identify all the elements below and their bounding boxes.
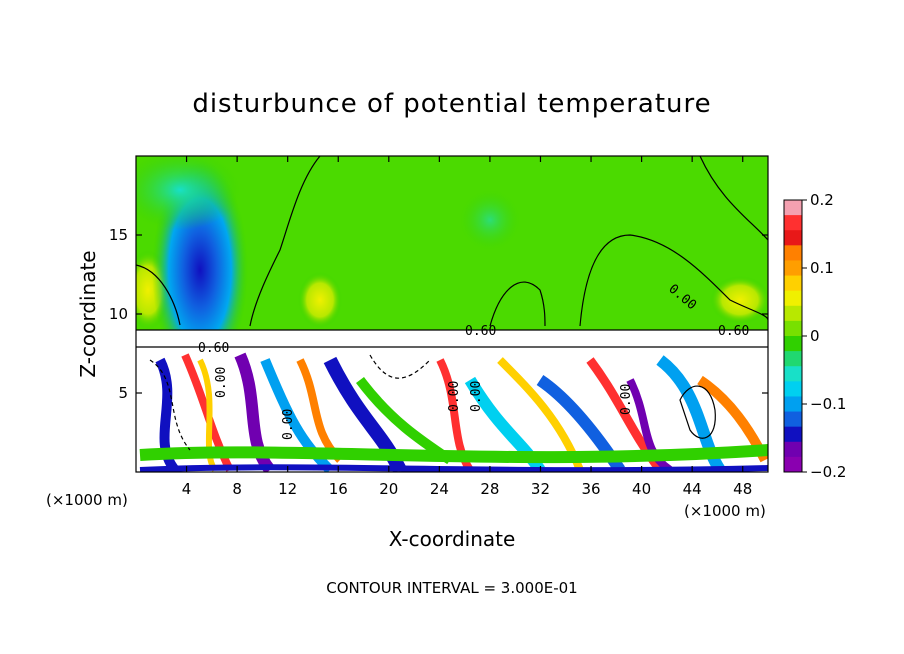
x-tick-label-0: 4 — [182, 480, 192, 498]
contour-label-7: 0.00 — [214, 367, 229, 398]
y-tick-label-0: 5 — [118, 384, 128, 402]
colorbar-tick-label-1: 0.1 — [810, 259, 834, 277]
colorbar-swatch-5 — [784, 275, 802, 292]
colorbar-tick-label-0: 0.2 — [810, 191, 834, 209]
x-axis-label: X-coordinate — [389, 527, 516, 551]
colorbar-swatch-9 — [784, 336, 802, 352]
x-tick-label-9: 40 — [632, 480, 651, 498]
x-tick-label-4: 20 — [379, 480, 398, 498]
colorbar-swatch-6 — [784, 290, 802, 307]
y-tick-label-1: 10 — [109, 305, 128, 323]
colorbar — [783, 199, 803, 473]
contour-label-4: 0.00 — [447, 381, 462, 412]
colorbar-swatch-7 — [784, 305, 802, 322]
colorbar-swatch-0 — [784, 200, 802, 216]
x-tick-label-1: 8 — [232, 480, 242, 498]
warm-anomaly-center — [298, 272, 342, 328]
x-tick-label-5: 24 — [430, 480, 449, 498]
x-tick-label-8: 36 — [581, 480, 600, 498]
colorbar-swatch-16 — [784, 441, 802, 458]
contour-zero-right-lobe — [579, 234, 768, 327]
x-tick-label-10: 44 — [683, 480, 702, 498]
colorbar-tick-label-4: −0.2 — [810, 463, 846, 481]
colorbar-tick-label-2: 0 — [810, 327, 820, 345]
contour-label-6: 0.00 — [619, 384, 634, 415]
contour-lower-2 — [369, 354, 431, 379]
contour-zero-right-hump — [489, 281, 546, 327]
cool-anomaly-mid — [460, 190, 520, 250]
colorbar-swatch-15 — [784, 426, 802, 443]
x-tick-label-11: 48 — [733, 480, 752, 498]
colorbar-swatch-13 — [784, 396, 802, 413]
contour-label-0: 0.60 — [465, 324, 496, 339]
x-tick-label-2: 12 — [278, 480, 297, 498]
colorbar-swatch-4 — [784, 260, 802, 277]
x-unit-right: (×1000 m) — [684, 502, 766, 520]
colorbar-swatch-1 — [784, 215, 802, 231]
contour-lower-1 — [149, 359, 191, 451]
colorbar-swatch-11 — [784, 366, 802, 382]
contour-label-1: 0.60 — [718, 324, 749, 339]
colorbar-swatch-12 — [784, 381, 802, 397]
contour-interval-note: CONTOUR INTERVAL = 3.000E-01 — [326, 579, 577, 597]
y-axis-ticks: 5 10 15 — [109, 226, 768, 402]
colorbar-swatch-3 — [784, 245, 802, 261]
contour-label-3: 0.00 — [281, 409, 296, 440]
contour-zero-main — [249, 156, 321, 327]
colorbar-swatch-8 — [784, 320, 802, 337]
x-unit-left: (×1000 m) — [46, 491, 128, 509]
y-axis-label: Z-coordinate — [76, 250, 100, 377]
colorbar-swatch-14 — [784, 411, 802, 428]
x-tick-label-3: 16 — [329, 480, 348, 498]
colorbar-ticks: 0.2 0.1 0 −0.1 −0.2 — [802, 191, 846, 481]
cool-anomaly-top — [136, 156, 240, 230]
colorbar-tick-label-3: −0.1 — [810, 395, 846, 413]
turbulent-layer — [139, 352, 768, 472]
warm-anomaly-right — [710, 276, 768, 324]
contour-lower-3 — [679, 385, 716, 439]
contour-zero-top-right — [699, 156, 768, 241]
white-band — [136, 330, 768, 350]
contour-zero-left — [136, 264, 181, 326]
x-tick-label-7: 32 — [531, 480, 550, 498]
x-axis-ticks: 4 8 12 16 20 24 28 32 36 40 44 48 — [182, 156, 752, 498]
contour-lines — [136, 156, 768, 451]
contour-label-5: 0.00 — [469, 381, 484, 412]
x-tick-label-6: 28 — [480, 480, 499, 498]
chart-title: disturbunce of potential temperature — [192, 89, 711, 119]
y-tick-label-2: 15 — [109, 226, 128, 244]
colorbar-swatch-17 — [784, 456, 802, 473]
colorbar-swatch-2 — [784, 230, 802, 246]
heatmap-field — [136, 156, 768, 472]
contour-label-8: 0.60 — [198, 341, 229, 356]
colorbar-swatch-10 — [784, 351, 802, 367]
